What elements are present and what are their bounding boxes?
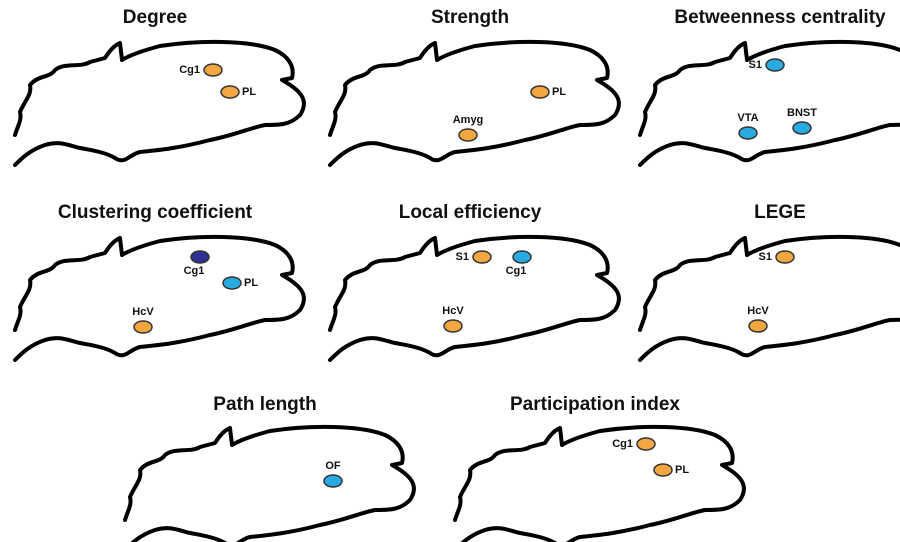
panel: Participation index Cg1 PL [455, 394, 744, 542]
panel-title: Degree [123, 7, 187, 28]
region-label: HcV [132, 306, 154, 318]
region-marker [221, 86, 239, 98]
region-label: PL [675, 464, 689, 476]
region-marker [637, 438, 655, 450]
region-label: Cg1 [506, 265, 527, 277]
panel-title: Participation index [510, 394, 680, 415]
region-label: Cg1 [184, 265, 205, 277]
figure: Degree Cg1 PL Strength PL Amyg Betweenness cen… [0, 0, 900, 542]
region-marker [776, 251, 794, 263]
panel: LEGE S1 HcV [640, 202, 900, 360]
region-label: Cg1 [179, 64, 200, 76]
panel: Path length OF [125, 394, 414, 542]
region-marker [654, 464, 672, 476]
brain-outline [455, 427, 744, 542]
region-marker [531, 86, 549, 98]
region-label: HcV [442, 305, 464, 317]
region-label: OF [325, 460, 341, 472]
region-marker [766, 59, 784, 71]
region-marker [204, 64, 222, 76]
region-label: VTA [737, 112, 758, 124]
region-marker [793, 122, 811, 134]
region-label: Amyg [453, 114, 484, 126]
region-marker [223, 277, 241, 289]
brain-outline [125, 427, 414, 542]
region-marker [191, 251, 209, 263]
region-marker [459, 129, 477, 141]
panel-title: Betweenness centrality [674, 7, 886, 28]
region-label: S1 [456, 251, 469, 263]
panel-title: Local efficiency [399, 202, 542, 223]
region-marker [749, 320, 767, 332]
panel: Local efficiency S1 Cg1 HcV [330, 202, 619, 360]
region-label: S1 [759, 251, 772, 263]
region-marker [473, 251, 491, 263]
region-label: BNST [787, 107, 817, 119]
region-marker [324, 475, 342, 487]
panel: Strength PL Amyg [330, 7, 619, 165]
panel-title: Clustering coefficient [58, 202, 253, 223]
panel: Degree Cg1 PL [15, 7, 304, 165]
region-label: S1 [749, 59, 762, 71]
brain-outline [330, 42, 619, 165]
panel: Clustering coefficient Cg1 PL HcV [15, 202, 304, 360]
region-marker [134, 321, 152, 333]
panel: Betweenness centrality S1 VTA BNST [640, 7, 900, 165]
region-label: Cg1 [612, 438, 633, 450]
region-label: HcV [747, 305, 769, 317]
region-label: PL [552, 86, 566, 98]
region-marker [513, 251, 531, 263]
panel-title: LEGE [754, 202, 806, 223]
panel-title: Path length [213, 394, 316, 415]
region-marker [739, 127, 757, 139]
region-label: PL [242, 86, 256, 98]
brain-outline [15, 42, 304, 165]
region-label: PL [244, 277, 258, 289]
region-marker [444, 320, 462, 332]
brain-outline [15, 237, 304, 360]
panel-title: Strength [431, 7, 509, 28]
